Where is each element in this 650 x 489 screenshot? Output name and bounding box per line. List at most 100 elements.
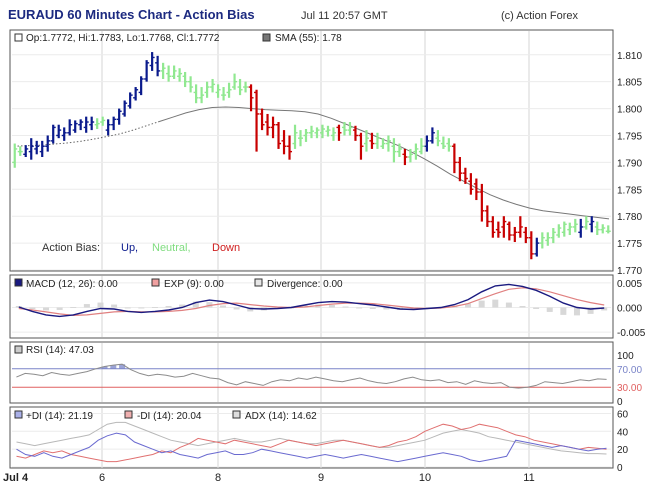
rsi-legend: RSI (14): 47.03 xyxy=(26,345,94,356)
divergence-bar xyxy=(546,307,553,312)
ohlc-bar xyxy=(440,136,446,149)
divergence-bar xyxy=(369,307,376,309)
x-label-6: 6 xyxy=(99,472,105,484)
ohlc-legend-swatch xyxy=(14,33,23,42)
divergence-bar xyxy=(492,299,499,308)
divergence-bar xyxy=(383,307,390,310)
ohlc-bar xyxy=(287,135,293,160)
macd-legend: MACD (12, 26): 0.00 xyxy=(26,279,118,290)
y-tick-label: 100 xyxy=(617,351,634,362)
ohlc-bar xyxy=(556,224,562,238)
ohlc-bar xyxy=(391,138,397,163)
ohlc-bar xyxy=(303,129,309,142)
ohlc-bar xyxy=(396,143,402,157)
adx-line xyxy=(16,421,607,455)
ohlc-bar xyxy=(34,140,40,155)
ohlc-bar xyxy=(523,226,529,244)
plus-di-legend: +DI (14): 21.19 xyxy=(26,411,93,422)
ohlc-bar xyxy=(138,76,144,96)
divergence-bar xyxy=(505,302,512,308)
ohlc-bar xyxy=(589,216,595,233)
divergence-bar xyxy=(151,307,158,309)
ohlc-bar xyxy=(292,124,298,149)
ohlc-bar xyxy=(243,81,249,93)
y-tick-label: 40 xyxy=(617,427,629,438)
ohlc-bar xyxy=(561,221,567,237)
y-tick-label: 1.805 xyxy=(617,78,642,89)
divergence-bar xyxy=(83,304,90,308)
ohlc-bar xyxy=(100,116,106,126)
ohlc-bar xyxy=(182,71,188,88)
ohlc-bar xyxy=(402,148,408,166)
ohlc-bar xyxy=(232,73,238,90)
main-panel xyxy=(9,29,614,272)
ohlc-bar xyxy=(215,84,221,98)
dmi-panel xyxy=(9,406,614,469)
y-tick-label: 30.00 xyxy=(617,383,642,394)
divergence-bar xyxy=(478,300,485,308)
chart-timestamp: Jul 11 20:57 GMT xyxy=(301,10,388,22)
ohlc-bar xyxy=(506,221,512,241)
ohlc-bar xyxy=(528,231,534,260)
ohlc-bar xyxy=(160,62,166,79)
y-tick-label: 20 xyxy=(617,445,629,456)
div-legend: Divergence: 0.00 xyxy=(267,279,343,290)
ohlc-bar xyxy=(270,116,276,139)
bias-title: Action Bias: xyxy=(42,242,100,254)
ohlc-bar xyxy=(418,138,424,155)
sma-line xyxy=(159,106,610,220)
ohlc-bar xyxy=(512,226,518,243)
x-label-11: 11 xyxy=(523,472,534,484)
ohlc-bar xyxy=(50,124,56,144)
y-tick-label: -0.005 xyxy=(617,328,646,339)
divergence-bar xyxy=(533,307,540,309)
x-label-jul4: Jul 4 xyxy=(3,472,29,484)
ohlc-bar xyxy=(385,135,391,152)
ohlc-bar xyxy=(429,127,435,144)
ohlc-bar xyxy=(347,122,353,136)
divergence-bar xyxy=(15,306,22,308)
ohlc-bar xyxy=(501,216,507,238)
minus-di-legend: -DI (14): 20.04 xyxy=(137,411,202,422)
rsi-panel xyxy=(9,341,614,404)
bias-neutral: Neutral, xyxy=(152,242,191,254)
ohlc-bar xyxy=(462,167,468,184)
ohlc-bar xyxy=(374,132,380,149)
ohlc-bar xyxy=(166,65,172,82)
divergence-bar xyxy=(111,304,118,308)
ohlc-bar xyxy=(336,124,342,141)
ohlc-bar xyxy=(204,81,210,98)
ohlc-bar xyxy=(567,222,573,236)
y-tick-label: 0.005 xyxy=(617,279,642,290)
minus-di-line xyxy=(16,423,607,463)
ohlc-bar xyxy=(122,100,128,117)
divergence-bar xyxy=(465,303,472,308)
axis-labels: 1.770 1.775 1.780 1.785 1.790 1.795 1.800 1.805… xyxy=(617,51,646,474)
ohlc-bar xyxy=(94,118,100,130)
plus-di-legend-swatch xyxy=(14,410,23,419)
ohlc-bar xyxy=(325,125,331,137)
ohlc-bar xyxy=(83,116,89,133)
ohlc-bar xyxy=(281,130,287,155)
divergence-bar xyxy=(97,302,104,308)
ohlc-bar xyxy=(605,225,611,234)
ohlc-bar xyxy=(539,232,545,249)
divergence-bar xyxy=(192,301,199,308)
ohlc-bar xyxy=(534,237,540,257)
ohlc-bar xyxy=(193,84,199,104)
divergence-bar xyxy=(43,307,50,311)
ohlc-bar xyxy=(484,205,490,227)
ohlc-bar xyxy=(28,138,34,160)
y-tick-label: 1.775 xyxy=(617,239,642,250)
ohlc-bar xyxy=(473,178,479,201)
x-label-10: 10 xyxy=(419,472,431,484)
ohlc-bar xyxy=(309,125,314,139)
ohlc-bar xyxy=(545,232,551,246)
ohlc-bar xyxy=(457,157,463,182)
exp-legend: EXP (9): 0.00 xyxy=(164,279,224,290)
ohlc-bar xyxy=(133,87,139,101)
chart-credit: (c) Action Forex xyxy=(501,10,579,22)
y-tick-label: 0.000 xyxy=(617,304,642,315)
chart-title: EURAUD 60 Minutes Chart - Action Bias xyxy=(8,7,255,22)
ohlc-bar xyxy=(479,183,485,222)
